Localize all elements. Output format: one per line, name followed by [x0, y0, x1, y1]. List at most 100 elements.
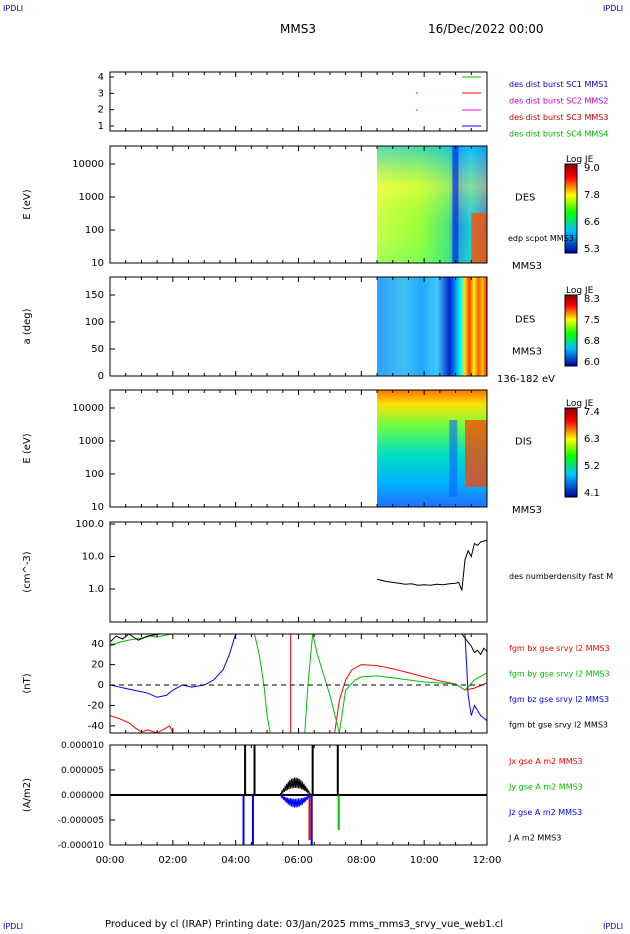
des_pitch-colorbar-tick: 8.3	[584, 294, 600, 305]
bfield-ylabel: (nT)	[22, 673, 33, 693]
des_pitch-label: DES	[515, 315, 535, 326]
bfield-legend-label: fgm bz gse srvy l2 MMS3	[509, 695, 609, 704]
des_energy-colorbar-tick: 6.6	[584, 217, 600, 228]
des_energy-bottomlabel: MMS3	[512, 261, 542, 272]
footer-text: Produced by cl (IRAP) Printing date: 03/…	[105, 919, 504, 930]
des_energy-ytick-label: 100	[85, 225, 104, 236]
time-axis-tick-label: 06:00	[284, 855, 313, 866]
dis_energy-colorbar-tick: 7.4	[584, 407, 600, 418]
time-axis-tick-label: 00:00	[96, 855, 125, 866]
dis_energy-colorbar-tick: 6.3	[584, 434, 600, 445]
dis_energy-ytick-label: 10	[91, 502, 104, 513]
density-ytick-label: 1.0	[88, 584, 104, 595]
time-axis-tick-label: 04:00	[221, 855, 250, 866]
spacecraft-title: MMS3	[280, 22, 316, 36]
bfield-frame	[109, 633, 488, 734]
coverage-ytick-label: 1	[98, 121, 104, 132]
corner-label-top-left: IPDLI	[3, 4, 24, 13]
current-ytick-label: 0.000005	[61, 766, 104, 776]
des-energy-hot-region	[471, 213, 487, 263]
time-axis-tick-label: 08:00	[347, 855, 376, 866]
dis_energy-colorbar-tick: 5.2	[584, 461, 600, 472]
des_energy-sublabel: edp scpot MMS3	[508, 234, 574, 243]
dis_energy-colorbar-title: Log JE	[566, 399, 594, 409]
current-ytick-label: 0.000010	[61, 741, 104, 751]
des_energy-colorbar	[564, 163, 578, 254]
des_pitch-colorbar-tick: 6.8	[584, 336, 600, 347]
des_energy-ytick-label: 1000	[79, 192, 104, 203]
coverage-legend-label: des dist burst SC2 MMS2	[509, 97, 608, 106]
dis_energy-ytick-label: 10000	[72, 403, 104, 414]
density-series-line	[376, 539, 488, 591]
des_pitch-colorbar-tick: 7.5	[584, 315, 600, 326]
bfield-legend-label: fgm bt gse srvy l2 MMS3	[509, 721, 608, 730]
des-energy-overlay	[377, 146, 487, 263]
dis_energy-colorbar-tick: 4.1	[584, 488, 600, 499]
coverage-point	[416, 92, 418, 94]
current-ylabel: (A/m2)	[22, 778, 33, 812]
des_energy-label: DES	[515, 193, 535, 204]
density-ylabel: (cm^-3)	[22, 551, 33, 592]
des_energy-colorbar-tick: 7.8	[584, 190, 600, 201]
coverage-ytick-label: 3	[98, 88, 104, 99]
density-ytick-label: 100.0	[75, 519, 104, 530]
dis-energy-hot-region	[465, 420, 487, 487]
des_pitch-ylabel: a (deg)	[22, 308, 33, 344]
bfield-legend-label: fgm by gse srvy l2 MMS3	[509, 670, 610, 679]
current-noise	[279, 794, 312, 808]
date-title: 16/Dec/2022 00:00	[428, 22, 544, 36]
coverage-ytick-label: 2	[98, 105, 104, 116]
des_energy-colorbar-tick: 5.3	[584, 244, 600, 255]
current-legend-label: Jx gse A m2 MMS3	[508, 757, 583, 766]
coverage-frame	[109, 71, 488, 132]
current-legend-label: J A m2 MMS3	[508, 834, 561, 843]
current-legend-label: Jy gse A m2 MMS3	[508, 783, 583, 792]
coverage-legend-label: des dist burst SC3 MMS3	[509, 113, 608, 122]
density-frame	[109, 521, 488, 623]
des_energy-colorbar-title: Log JE	[566, 155, 594, 165]
current-ytick-label: -0.000005	[58, 816, 104, 826]
current-ytick-label: -0.000010	[58, 841, 104, 851]
density-legend-label: des numberdensity fast M	[509, 572, 613, 581]
current-ytick-label: 0.000000	[61, 791, 104, 801]
bfield-legend-label: fgm bx gse srvy l2 MMS3	[509, 644, 610, 653]
coverage-legend-label: des dist burst SC4 MMS4	[509, 130, 608, 139]
corner-label-bottom-left: IPDLI	[3, 922, 24, 931]
bfield-ytick-label: 0	[98, 680, 104, 691]
des_pitch-colorbar-tick: 6.0	[584, 357, 600, 368]
dis_energy-ytick-label: 1000	[79, 436, 104, 447]
time-axis-tick-label: 10:00	[410, 855, 439, 866]
bfield-ytick-label: -20	[88, 700, 104, 711]
coverage-point	[416, 109, 418, 111]
des_pitch-sublabel: MMS3	[512, 347, 542, 358]
dis_energy-bottomlabel: MMS3	[512, 505, 542, 516]
des_pitch-colorbar-title: Log JE	[566, 286, 594, 296]
time-axis-tick-label: 12:00	[473, 855, 502, 866]
des_pitch-spectrogram	[377, 277, 487, 376]
bfield-series-line	[109, 633, 488, 734]
des_pitch-ytick-label: 0	[98, 371, 104, 382]
time-axis-tick-label: 02:00	[158, 855, 187, 866]
current-legend-label: Jz gse A m2 MMS3	[508, 808, 582, 817]
coverage-legend-label: des dist burst SC1 MMS1	[509, 80, 608, 89]
bfield-ytick-label: -40	[88, 721, 104, 732]
corner-label-top-right: IPDLI	[603, 4, 624, 13]
coverage-ytick-label: 4	[98, 72, 104, 83]
bfield-ytick-label: 40	[91, 639, 104, 650]
dis_energy-colorbar	[564, 407, 578, 498]
des_energy-ylabel: E (eV)	[22, 189, 33, 219]
dis_energy-label: DIS	[515, 437, 532, 448]
bfield-series-line	[109, 664, 488, 734]
des_energy-ytick-label: 10000	[72, 159, 104, 170]
current-noise	[279, 777, 312, 796]
des_pitch-colorbar	[564, 294, 578, 367]
des_pitch-bottomlabel: 136-182 eV	[497, 374, 555, 385]
des_pitch-ytick-label: 50	[91, 344, 104, 355]
corner-label-bottom-right: IPDLI	[603, 922, 624, 931]
des_pitch-ytick-label: 100	[85, 317, 104, 328]
des_pitch-ytick-label: 150	[85, 290, 104, 301]
dis_energy-ylabel: E (eV)	[22, 433, 33, 463]
dis-energy-cold-band	[449, 420, 458, 497]
density-ytick-label: 10.0	[82, 552, 104, 563]
